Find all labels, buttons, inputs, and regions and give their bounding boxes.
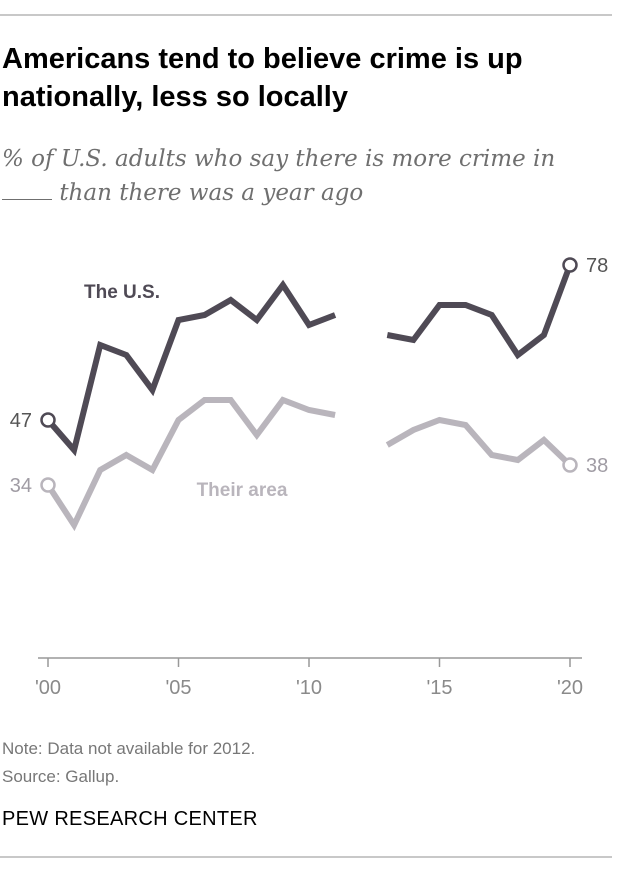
note-text: Note: Data not available for 2012. (2, 739, 256, 758)
series-line-their-area (45, 396, 336, 532)
data-label-end: 38 (586, 455, 608, 477)
top-rule (0, 14, 612, 16)
series-lines (40, 257, 578, 532)
series-name-label: The U.S. (84, 282, 160, 303)
chart-title: Americans tend to believe crime is up na… (2, 43, 523, 113)
series-line-their-area (385, 416, 573, 468)
data-point-start (40, 412, 56, 428)
data-label-start: 34 (10, 475, 32, 497)
pew-logo-text: PEW RESEARCH CENTER (2, 808, 258, 830)
series-line-us (386, 263, 573, 360)
source-text: Source: Gallup. (2, 767, 120, 786)
series-name-label: Their area (197, 480, 288, 501)
x-tick-label: '20 (557, 677, 583, 699)
data-point-end (562, 457, 578, 473)
chart-notes: Note: Data not available for 2012. Sourc… (2, 735, 255, 791)
x-tick-label: '15 (426, 677, 452, 699)
bottom-rule (0, 856, 612, 858)
x-tick-label: '00 (35, 677, 61, 699)
x-tick-label: '10 (296, 677, 322, 699)
subtitle-blank (2, 179, 52, 200)
subtitle-text-after: than there was a year ago (59, 180, 364, 206)
data-point-start (40, 477, 56, 493)
series-labels: 47 78 The U.S. 34 38 Their area (10, 255, 609, 501)
chart-subtitle: % of U.S. adults who say there is more c… (2, 142, 602, 210)
data-label-start: 47 (10, 410, 32, 432)
data-label-end: 78 (586, 255, 608, 277)
series-line-us (45, 279, 337, 457)
x-axis-ticks: '00 '05 '10 '15 '20 (35, 658, 583, 699)
data-point-end (562, 257, 578, 273)
x-tick-label: '05 (165, 677, 191, 699)
line-chart: '00 '05 '10 '15 '20 47 78 The U.S. 34 38 Their ar… (10, 255, 609, 699)
subtitle-text-before: % of U.S. adults who say there is more c… (2, 146, 556, 172)
